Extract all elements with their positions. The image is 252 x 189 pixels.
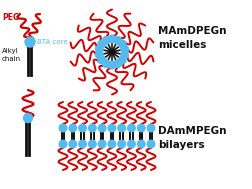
Circle shape	[25, 37, 35, 47]
Circle shape	[98, 124, 106, 132]
Circle shape	[95, 45, 103, 53]
Circle shape	[147, 140, 154, 148]
Circle shape	[59, 124, 67, 132]
Circle shape	[98, 40, 105, 48]
Circle shape	[127, 124, 135, 132]
Circle shape	[137, 140, 144, 148]
Text: PEG: PEG	[2, 13, 19, 22]
Circle shape	[69, 124, 76, 132]
Circle shape	[137, 124, 144, 132]
Circle shape	[113, 36, 121, 44]
Circle shape	[127, 140, 135, 148]
Text: Alkyl
chain: Alkyl chain	[2, 48, 21, 62]
Text: BTA core: BTA core	[37, 39, 67, 45]
Circle shape	[108, 124, 115, 132]
Circle shape	[108, 61, 115, 69]
Circle shape	[69, 140, 76, 148]
Circle shape	[147, 124, 154, 132]
Circle shape	[98, 56, 105, 64]
Circle shape	[98, 140, 106, 148]
Circle shape	[120, 51, 128, 59]
Circle shape	[88, 140, 96, 148]
Text: DAmMPEGn
bilayers: DAmMPEGn bilayers	[158, 126, 226, 150]
Circle shape	[117, 124, 125, 132]
Circle shape	[102, 36, 110, 44]
Circle shape	[108, 35, 115, 43]
Circle shape	[23, 114, 32, 122]
Circle shape	[118, 56, 125, 64]
Circle shape	[108, 140, 115, 148]
Circle shape	[78, 124, 86, 132]
Circle shape	[118, 40, 125, 48]
Text: MAmDPEGn
micelles: MAmDPEGn micelles	[158, 26, 226, 50]
Circle shape	[113, 60, 121, 67]
Circle shape	[78, 140, 86, 148]
Circle shape	[102, 60, 110, 67]
Circle shape	[88, 124, 96, 132]
Circle shape	[117, 140, 125, 148]
Circle shape	[95, 51, 103, 59]
Circle shape	[120, 45, 128, 53]
Circle shape	[59, 140, 67, 148]
